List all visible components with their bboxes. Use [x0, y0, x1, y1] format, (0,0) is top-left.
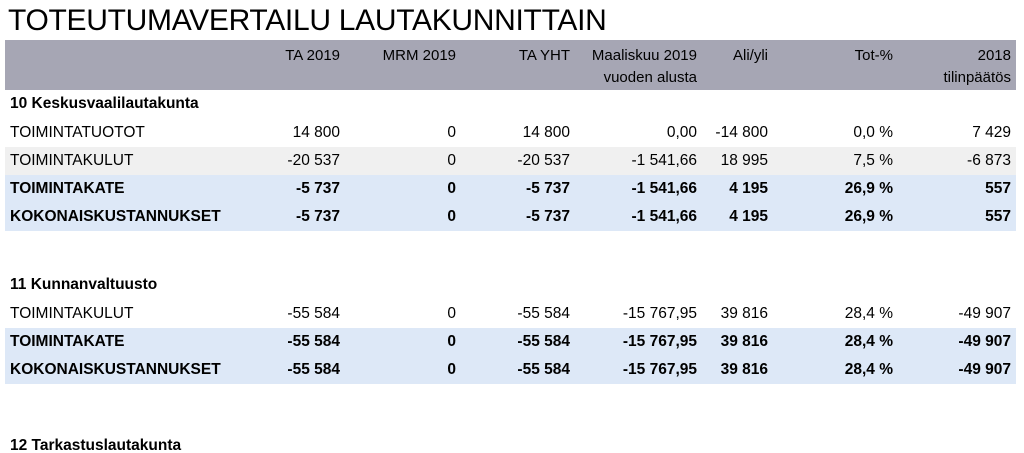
column-header-line1: Ali/yli	[732, 47, 768, 64]
cell-aliyli: 4 195	[729, 180, 768, 197]
cell-mrm2019: 0	[447, 208, 456, 225]
cell-tp2018: 557	[985, 180, 1011, 197]
row-label: TOIMINTAKATE	[10, 333, 125, 350]
cell-mrm2019: 0	[447, 180, 456, 197]
column-header-line1: TA 2019	[285, 47, 340, 64]
column-header-totpct: Tot-%	[855, 45, 893, 67]
section-heading-label: 11 Kunnanvaltuusto	[10, 276, 158, 293]
cell-maaliskuu: -1 541,66	[631, 208, 698, 225]
spacer-row	[5, 231, 1016, 271]
cell-aliyli: 39 816	[720, 361, 768, 378]
row-label: TOIMINTAKULUT	[10, 305, 134, 322]
cell-totpct: 26,9 %	[844, 208, 893, 225]
cell-mrm2019: 0	[447, 124, 456, 141]
cell-tp2018: -49 907	[958, 333, 1011, 350]
row-label: TOIMINTATUOTOT	[10, 124, 145, 141]
cell-tayht: -5 737	[526, 180, 570, 197]
row-label: TOIMINTAKATE	[10, 180, 125, 197]
table-row: KOKONAISKUSTANNUKSET -5 737 0 -5 737 -1 541,…	[5, 203, 1016, 231]
cell-maaliskuu: -1 541,66	[631, 152, 698, 169]
cell-totpct: 7,5 %	[853, 152, 893, 169]
cell-tp2018: 557	[985, 208, 1011, 225]
cell-totpct: 28,4 %	[844, 333, 893, 350]
cell-maaliskuu: -15 767,95	[622, 305, 697, 322]
table-row: TOIMINTAKULUT -55 584 0 -55 584 -15 767,95 39…	[5, 300, 1016, 328]
cell-mrm2019: 0	[447, 333, 456, 350]
cell-maaliskuu: -15 767,95	[622, 361, 697, 378]
row-label: TOIMINTAKULUT	[10, 152, 134, 169]
column-header-tp2018: 2018 tilinpäätös	[943, 45, 1011, 89]
column-header-line2: tilinpäätös	[943, 69, 1011, 86]
cell-maaliskuu: -15 767,95	[622, 333, 697, 350]
cell-aliyli: 39 816	[720, 333, 768, 350]
row-label: KOKONAISKUSTANNUKSET	[10, 208, 221, 225]
column-header-mrm2019: MRM 2019	[383, 45, 456, 67]
spacer-row	[5, 384, 1016, 424]
section-heading: 11 Kunnanvaltuusto	[5, 271, 1016, 300]
cell-ta2019: -55 584	[287, 333, 340, 350]
cell-aliyli: 18 995	[720, 152, 768, 169]
section-heading-label: 10 Keskusvaalilautakunta	[10, 95, 199, 112]
cell-ta2019: -55 584	[287, 361, 340, 378]
cell-tayht: -20 537	[517, 152, 570, 169]
row-label: KOKONAISKUSTANNUKSET	[10, 361, 221, 378]
cell-ta2019: -5 737	[296, 180, 340, 197]
cell-maaliskuu: -1 541,66	[631, 180, 698, 197]
cell-mrm2019: 0	[447, 361, 456, 378]
cell-tayht: -55 584	[517, 333, 570, 350]
table-row: TOIMINTAKULUT -20 537 0 -20 537 -1 541,66 18 …	[5, 147, 1016, 175]
cell-ta2019: -20 537	[287, 152, 340, 169]
column-header-aliyli: Ali/yli	[733, 45, 768, 67]
cell-tayht: -55 584	[517, 305, 570, 322]
cell-tayht: -55 584	[517, 361, 570, 378]
cell-totpct: 28,4 %	[844, 305, 893, 322]
cell-tayht: -5 737	[526, 208, 570, 225]
cell-ta2019: -55 584	[287, 305, 340, 322]
column-header-line1: Tot-%	[854, 47, 893, 64]
column-header-tayht: TA YHT	[519, 45, 570, 67]
cell-mrm2019: 0	[447, 152, 456, 169]
cell-tp2018: -49 907	[958, 361, 1011, 378]
cell-aliyli: 4 195	[729, 208, 768, 225]
table-row: TOIMINTAKATE -5 737 0 -5 737 -1 541,66 4 195 2…	[5, 175, 1016, 203]
table-header: TA 2019 MRM 2019 TA YHT Maaliskuu 2019 vuode…	[5, 40, 1016, 90]
cell-mrm2019: 0	[447, 305, 456, 322]
table-row: TOIMINTAKATE -55 584 0 -55 584 -15 767,95 39 …	[5, 328, 1016, 356]
cell-totpct: 28,4 %	[844, 361, 893, 378]
comparison-table: TA 2019 MRM 2019 TA YHT Maaliskuu 2019 vuode…	[5, 40, 1016, 453]
cell-totpct: 0,0 %	[853, 124, 893, 141]
column-header-ta2019: TA 2019	[285, 45, 340, 67]
column-header-line1: TA YHT	[518, 47, 570, 64]
cell-aliyli: 39 816	[720, 305, 768, 322]
section-heading: 12 Tarkastuslautakunta	[5, 424, 1016, 453]
cell-totpct: 26,9 %	[844, 180, 893, 197]
table-row: KOKONAISKUSTANNUKSET -55 584 0 -55 584 -15 7…	[5, 356, 1016, 384]
cell-tp2018: -6 873	[967, 152, 1011, 169]
page-title: TOTEUTUMAVERTAILU LAUTAKUNNITTAIN	[8, 4, 607, 37]
cell-tayht: 14 800	[522, 124, 570, 141]
table-body: 10 Keskusvaalilautakunta TOIMINTATUOTOT 14…	[5, 90, 1016, 453]
cell-ta2019: -5 737	[296, 208, 340, 225]
cell-aliyli: -14 800	[715, 124, 768, 141]
column-header-line1: 2018	[977, 47, 1011, 64]
table-row: TOIMINTATUOTOT 14 800 0 14 800 0,00 -14 800 0,…	[5, 119, 1016, 147]
column-header-line1: Maaliskuu 2019	[591, 47, 697, 64]
cell-ta2019: 14 800	[292, 124, 340, 141]
section-heading-label: 12 Tarkastuslautakunta	[10, 437, 182, 453]
cell-maaliskuu: 0,00	[666, 124, 697, 141]
column-header-line2: vuoden alusta	[603, 69, 697, 86]
section-heading: 10 Keskusvaalilautakunta	[5, 90, 1016, 119]
cell-tp2018: -49 907	[958, 305, 1011, 322]
column-header-line1: MRM 2019	[382, 47, 456, 64]
column-header-maaliskuu: Maaliskuu 2019 vuoden alusta	[592, 45, 697, 89]
cell-tp2018: 7 429	[972, 124, 1011, 141]
